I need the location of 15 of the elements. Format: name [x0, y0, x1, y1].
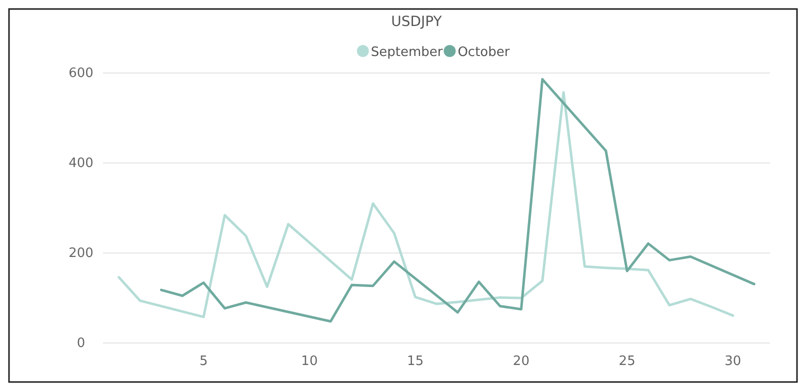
- y-tick-label: 400: [68, 156, 94, 171]
- legend-label: October: [458, 45, 510, 60]
- chart-title: USDJPY: [391, 14, 442, 30]
- x-tick-label: 25: [618, 354, 636, 369]
- x-tick-label: 30: [724, 354, 742, 369]
- x-tick-label: 15: [407, 354, 424, 369]
- x-tick-label: 20: [512, 354, 530, 369]
- y-tick-label: 0: [76, 336, 86, 351]
- x-tick-label: 10: [301, 354, 318, 369]
- x-tick-label: 5: [199, 354, 208, 369]
- y-tick-label: 600: [68, 66, 94, 81]
- y-tick-label: 200: [68, 246, 94, 261]
- line-series: [160, 78, 756, 323]
- legend-label: September: [370, 45, 444, 60]
- line-series: [118, 91, 734, 318]
